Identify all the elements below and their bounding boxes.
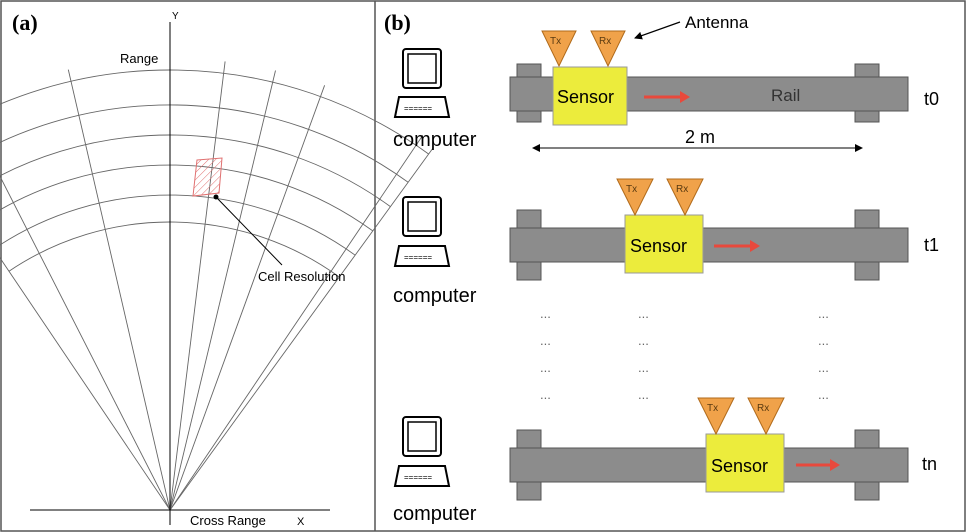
computer-label: computer <box>393 285 477 307</box>
rx-antenna <box>666 178 704 217</box>
tx-label: Tx <box>550 36 561 47</box>
cell-resolution-dot <box>213 194 219 200</box>
svg-text:======: ====== <box>404 473 432 482</box>
row-t0: ====== computer Rail Sensor Tx Rx 2 m t0 <box>393 30 939 152</box>
radial-grid-line <box>169 135 424 511</box>
antenna-label: Antenna <box>685 13 749 32</box>
svg-text:...: ... <box>638 333 649 348</box>
sensor <box>552 66 628 126</box>
antenna-pointer <box>634 21 681 40</box>
time-label-t0: t0 <box>924 89 939 109</box>
panel-a-label: (a) <box>12 10 38 35</box>
time-label-t1: t1 <box>924 235 939 255</box>
radar-fan-grid <box>0 58 434 511</box>
panel-a: (a) Y Range Cross Range X Cell Resolutio… <box>0 10 434 528</box>
sensor-label: Sensor <box>557 87 614 107</box>
tx-antenna <box>616 178 654 217</box>
x-axis-letter: X <box>297 516 305 528</box>
sensor-label: Sensor <box>711 456 768 476</box>
tx-label: Tx <box>707 403 718 414</box>
range-arc <box>8 221 340 278</box>
rail <box>509 227 909 263</box>
sensor <box>624 214 704 274</box>
distance-label: 2 m <box>685 127 715 147</box>
rx-label: Rx <box>599 36 611 47</box>
range-arc <box>0 69 429 155</box>
tx-antenna <box>697 397 735 436</box>
range-arc <box>0 134 391 207</box>
fan-edge-line <box>169 147 434 511</box>
svg-text:...: ... <box>638 306 649 321</box>
range-arc <box>0 194 356 256</box>
radial-grid-line <box>169 70 276 511</box>
computer: ====== <box>393 48 451 118</box>
sensor <box>705 433 785 493</box>
range-arc <box>0 104 409 183</box>
range-arc <box>0 164 374 232</box>
computer: ====== <box>393 416 451 487</box>
ellipsis-grid: ... ... ... ... ... ... ... ... ... ... … <box>540 306 829 402</box>
svg-text:...: ... <box>540 333 551 348</box>
svg-text:======: ====== <box>404 104 432 113</box>
radial-grid-line <box>0 175 171 511</box>
row-tn: ====== computer Sensor Tx Rx tn <box>393 397 937 525</box>
svg-text:...: ... <box>540 387 551 402</box>
rx-antenna <box>747 397 785 436</box>
cell-resolution-label: Cell Resolution <box>258 269 345 284</box>
svg-text:...: ... <box>818 387 829 402</box>
svg-text:...: ... <box>540 360 551 375</box>
svg-text:...: ... <box>818 360 829 375</box>
svg-text:...: ... <box>818 333 829 348</box>
rx-label: Rx <box>757 403 769 414</box>
rx-label: Rx <box>676 184 688 195</box>
svg-text:======: ====== <box>404 253 432 262</box>
tx-antenna <box>541 30 577 68</box>
rail-label: Rail <box>771 86 800 105</box>
tx-label: Tx <box>626 184 637 195</box>
svg-text:...: ... <box>540 306 551 321</box>
panel-b: (b) Antenna ====== computer Rail Sensor … <box>384 10 939 525</box>
rx-antenna <box>590 30 626 68</box>
y-axis-label: Range <box>120 51 158 66</box>
y-axis-letter: Y <box>172 11 179 22</box>
svg-text:...: ... <box>638 360 649 375</box>
row-t1: ====== computer Sensor Tx Rx t1 <box>393 178 939 307</box>
radial-grid-line <box>169 61 226 511</box>
svg-text:...: ... <box>818 306 829 321</box>
computer: ====== <box>393 196 451 267</box>
x-axis-label: Cross Range <box>190 513 266 528</box>
cell-resolution-hatch <box>192 157 223 197</box>
radial-grid-line <box>169 85 326 511</box>
fan-edge-line <box>0 257 171 511</box>
svg-text:...: ... <box>638 387 649 402</box>
computer-label: computer <box>393 503 477 525</box>
cell-resolution-leader <box>215 196 283 266</box>
computer-label: computer <box>393 129 477 151</box>
sensor-label: Sensor <box>630 236 687 256</box>
panel-b-label: (b) <box>384 10 411 35</box>
time-label-tn: tn <box>922 454 937 474</box>
radial-grid-line <box>67 69 171 511</box>
